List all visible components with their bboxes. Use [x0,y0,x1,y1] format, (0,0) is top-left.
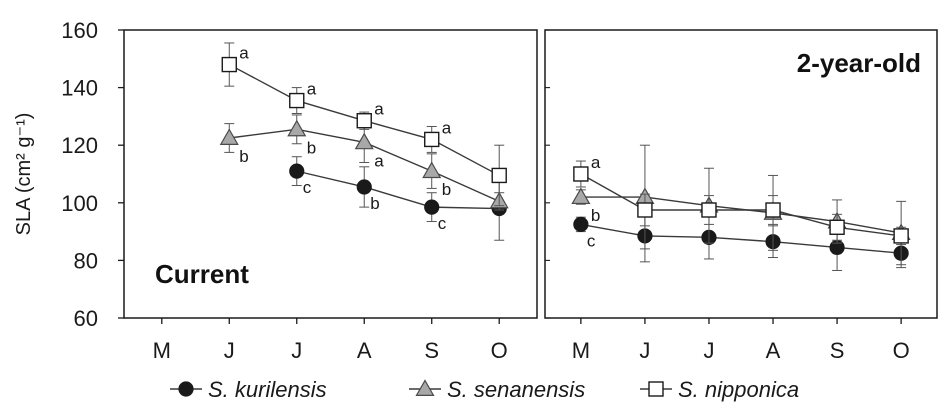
significance-letter: a [442,118,452,137]
x-tick-label: J [703,338,714,363]
significance-letter: b [591,206,600,225]
x-tick-label: A [766,338,781,363]
x-tick-label: M [572,338,590,363]
significance-letter: a [591,153,601,172]
x-tick-label: S [830,338,845,363]
x-tick-label: A [357,338,372,363]
data-point [701,202,717,218]
data-point [765,202,781,218]
panel-title: 2-year-old [797,48,921,78]
y-tick-label: 80 [74,248,98,273]
series-line [580,173,902,237]
legend-item-s-senanensis: S. senanensis [409,377,585,402]
series-line [580,223,902,254]
data-point [219,128,239,145]
x-tick-label: J [639,338,650,363]
series-s-kurilensis: c [573,209,909,271]
data-point [289,163,305,179]
plot-frame [544,29,938,319]
x-tick-label: M [153,338,171,363]
y-axis: 60 80 100 120 140 160 SLA (cm² g⁻¹) [13,18,98,331]
series-s-senanensis: b b a b [219,114,509,211]
y-tick-label: 160 [61,18,98,43]
significance-letter: b [442,180,451,199]
data-point [287,119,307,137]
data-point [422,161,442,179]
significance-letter: a [374,151,384,170]
series-s-senanensis: b [571,144,911,266]
significance-letter: a [374,100,384,119]
legend-marker [415,379,435,396]
data-point [221,56,237,73]
data-point [491,167,507,184]
significance-letter: b [370,194,379,213]
x-tick-label: J [291,338,302,363]
data-point [829,219,845,235]
legend-marker [178,381,194,397]
significance-letter: c [438,214,447,233]
data-point [354,132,374,150]
data-point [573,166,589,182]
significance-letter: c [303,178,312,197]
y-tick-label: 60 [74,306,98,331]
data-point [424,199,440,215]
series-line [580,196,902,234]
y-axis-title: SLA (cm² g⁻¹) [13,113,35,236]
data-point [424,131,440,148]
x-tick-label: J [224,338,235,363]
y-tick-label: 100 [61,191,98,216]
legend: S. kurilensis S. senanensis S. nipponica [170,377,799,402]
y-tick-label: 120 [61,133,98,158]
significance-letter: a [307,80,317,99]
data-point [893,228,909,244]
series-s-nipponica: a [573,153,909,246]
significance-letter: b [307,138,316,157]
significance-letter: c [587,231,596,250]
data-point [356,113,372,129]
significance-letter: b [239,147,248,166]
series-s-kurilensis: cbc [289,156,507,241]
plot-frame [123,29,538,319]
data-point [637,202,653,218]
legend-label: S. kurilensis [208,377,327,402]
data-point [289,92,305,109]
data-point [356,179,372,195]
y-tick-label: 140 [61,76,98,101]
legend-label: S. senanensis [447,377,585,402]
significance-letter: a [239,44,249,63]
legend-item-s-nipponica: S. nipponica [640,377,799,402]
x-tick-label: O [491,338,508,363]
x-tick-label: O [893,338,910,363]
panel-2-year-old: M J J A S O 2-year-old cb a [544,29,938,363]
legend-label: S. nipponica [678,377,799,402]
x-tick-label: S [424,338,439,363]
data-point [573,216,589,232]
legend-item-s-kurilensis: S. kurilensis [170,377,327,402]
panel-title: Current [155,259,249,289]
series-line [296,170,500,210]
legend-marker [648,381,664,397]
data-point [571,187,591,205]
series-s-nipponica: a a a a [221,42,507,207]
